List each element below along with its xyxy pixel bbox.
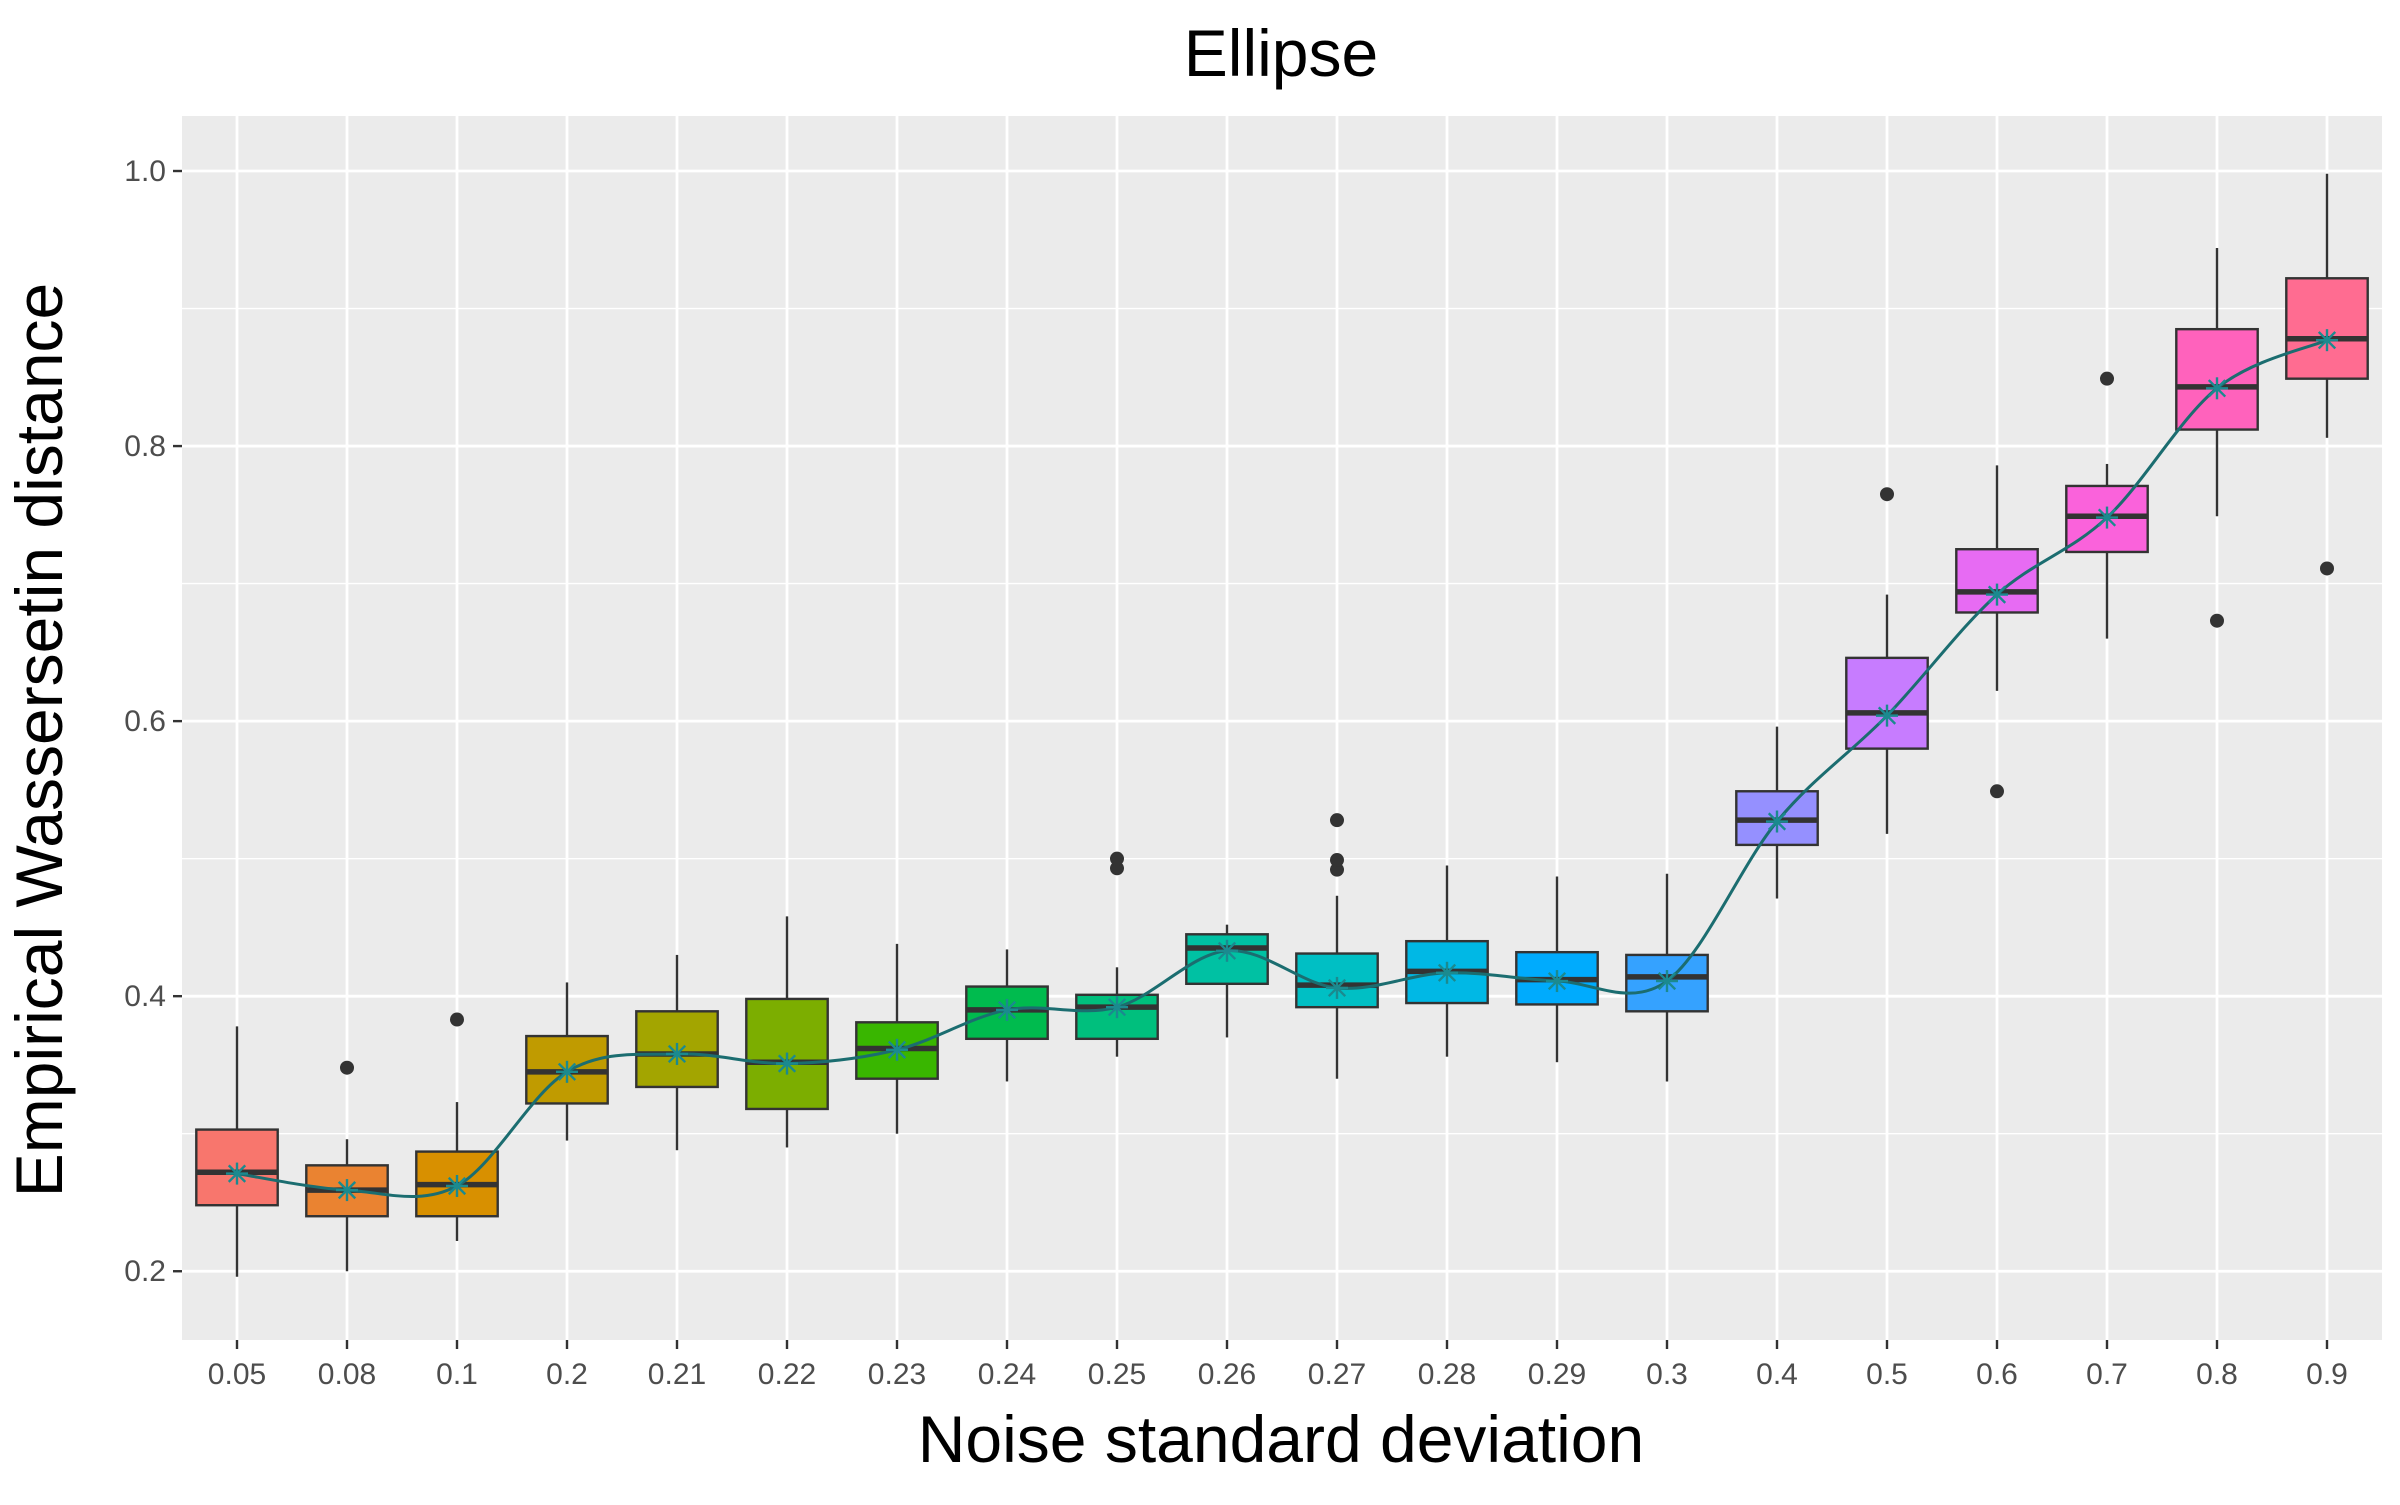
x-tick-label: 0.5 [1866, 1358, 1908, 1391]
outlier-point [2100, 371, 2114, 386]
mean-marker-0.28 [1436, 961, 1458, 984]
x-tick-label: 0.21 [648, 1358, 706, 1391]
mean-marker-stroke [1877, 706, 1897, 725]
mean-marker-0.5 [1876, 704, 1898, 727]
mean-marker-stroke [1107, 998, 1127, 1017]
outlier-point [1330, 862, 1344, 877]
y-tick-label: 1.0 [124, 155, 166, 188]
mean-marker-stroke [667, 1044, 687, 1064]
x-tick-label: 0.25 [1088, 1358, 1146, 1391]
mean-marker-0.4 [1766, 810, 1788, 833]
x-tick-label: 0.28 [1418, 1358, 1476, 1391]
x-tick-label: 0.4 [1756, 1358, 1798, 1391]
outlier-point [1110, 861, 1124, 876]
mean-marker-stroke [2097, 508, 2117, 527]
mean-marker-0.26 [1216, 939, 1238, 962]
mean-marker-0.29 [1546, 970, 1568, 993]
mean-layer [226, 329, 2338, 1202]
mean-marker-stroke [1657, 971, 1677, 991]
box-0.9 [2285, 173, 2369, 576]
x-tick-label: 0.24 [978, 1358, 1036, 1391]
major-gridlines [182, 116, 2382, 1340]
y-axis: 0.2 0.4 0.6 0.8 1.0 [124, 155, 182, 1288]
box-0.5 [1845, 487, 1929, 834]
mean-marker-stroke [777, 1054, 797, 1073]
mean-marker-stroke [227, 1164, 247, 1183]
plot-panel [182, 116, 2382, 1340]
chart-title: Ellipse [1184, 16, 1378, 90]
mean-marker-0.9 [2316, 329, 2338, 352]
mean-marker-0.8 [2206, 377, 2228, 400]
mean-marker-0.6 [1986, 583, 2008, 606]
mean-marker-stroke [997, 1000, 1017, 1020]
x-tick-label: 0.8 [2196, 1358, 2238, 1391]
mean-marker-stroke [337, 1180, 357, 1200]
y-tick-label: 0.2 [124, 1255, 166, 1288]
mean-marker-0.22 [776, 1052, 798, 1075]
x-tick-label: 0.23 [868, 1358, 926, 1391]
outlier-point [2210, 613, 2224, 628]
y-tick-label: 0.6 [124, 705, 166, 738]
y-tick-label: 0.4 [124, 980, 166, 1013]
mean-marker-0.24 [996, 998, 1018, 1021]
mean-marker-0.7 [2096, 506, 2118, 529]
x-tick-label: 0.08 [318, 1358, 376, 1391]
mean-marker-0.1 [446, 1174, 468, 1197]
x-tick-label: 0.29 [1528, 1358, 1586, 1391]
outlier-point [1330, 853, 1344, 868]
outlier-point [1880, 487, 1894, 502]
mean-marker-0.27 [1326, 976, 1348, 999]
mean-marker-0.08 [336, 1179, 358, 1202]
x-tick-label: 0.26 [1198, 1358, 1256, 1391]
mean-marker-0.3 [1656, 970, 1678, 993]
outlier-point [340, 1060, 354, 1075]
mean-marker-stroke [1327, 978, 1347, 998]
mean-marker-0.05 [226, 1162, 248, 1185]
y-tick-label: 0.8 [124, 430, 166, 463]
y-axis-title: Empirical Wassersetin distance [2, 283, 76, 1198]
mean-marker-stroke [1547, 971, 1567, 991]
x-axis: 0.05 0.08 0.1 0.2 0.21 0.22 0.23 0.24 0.25 0.26 0.… [208, 1340, 2348, 1391]
mean-marker-0.23 [886, 1038, 908, 1061]
mean-marker-stroke [2317, 331, 2337, 350]
mean-marker-stroke [887, 1040, 907, 1059]
x-tick-label: 0.2 [546, 1358, 588, 1391]
mean-marker-0.21 [666, 1042, 688, 1065]
x-tick-label: 0.9 [2306, 1358, 2348, 1391]
outlier-point [1110, 851, 1124, 866]
mean-marker-stroke [557, 1062, 577, 1081]
x-tick-label: 0.7 [2086, 1358, 2128, 1391]
x-axis-title: Noise standard deviation [918, 1402, 1644, 1476]
mean-marker-stroke [1987, 585, 2007, 604]
mean-marker-stroke [1437, 963, 1457, 982]
x-tick-label: 0.27 [1308, 1358, 1366, 1391]
mean-marker-stroke [2207, 379, 2227, 398]
mean-marker-stroke [1767, 812, 1787, 831]
outlier-point [450, 1012, 464, 1027]
outlier-point [1990, 784, 2004, 799]
box-iqr [2285, 277, 2369, 380]
mean-marker-stroke [1217, 941, 1237, 960]
outlier-point [2320, 561, 2334, 576]
box-iqr [1845, 656, 1929, 750]
boxes-layer [195, 173, 2369, 1277]
x-tick-label: 0.3 [1646, 1358, 1688, 1391]
mean-marker-0.2 [556, 1060, 578, 1083]
mean-marker-stroke [447, 1176, 467, 1196]
outlier-point [1330, 813, 1344, 828]
x-tick-label: 0.6 [1976, 1358, 2018, 1391]
mean-marker-0.25 [1106, 996, 1128, 1019]
x-tick-label: 0.1 [436, 1358, 478, 1391]
x-tick-label: 0.05 [208, 1358, 266, 1391]
x-tick-label: 0.22 [758, 1358, 816, 1391]
